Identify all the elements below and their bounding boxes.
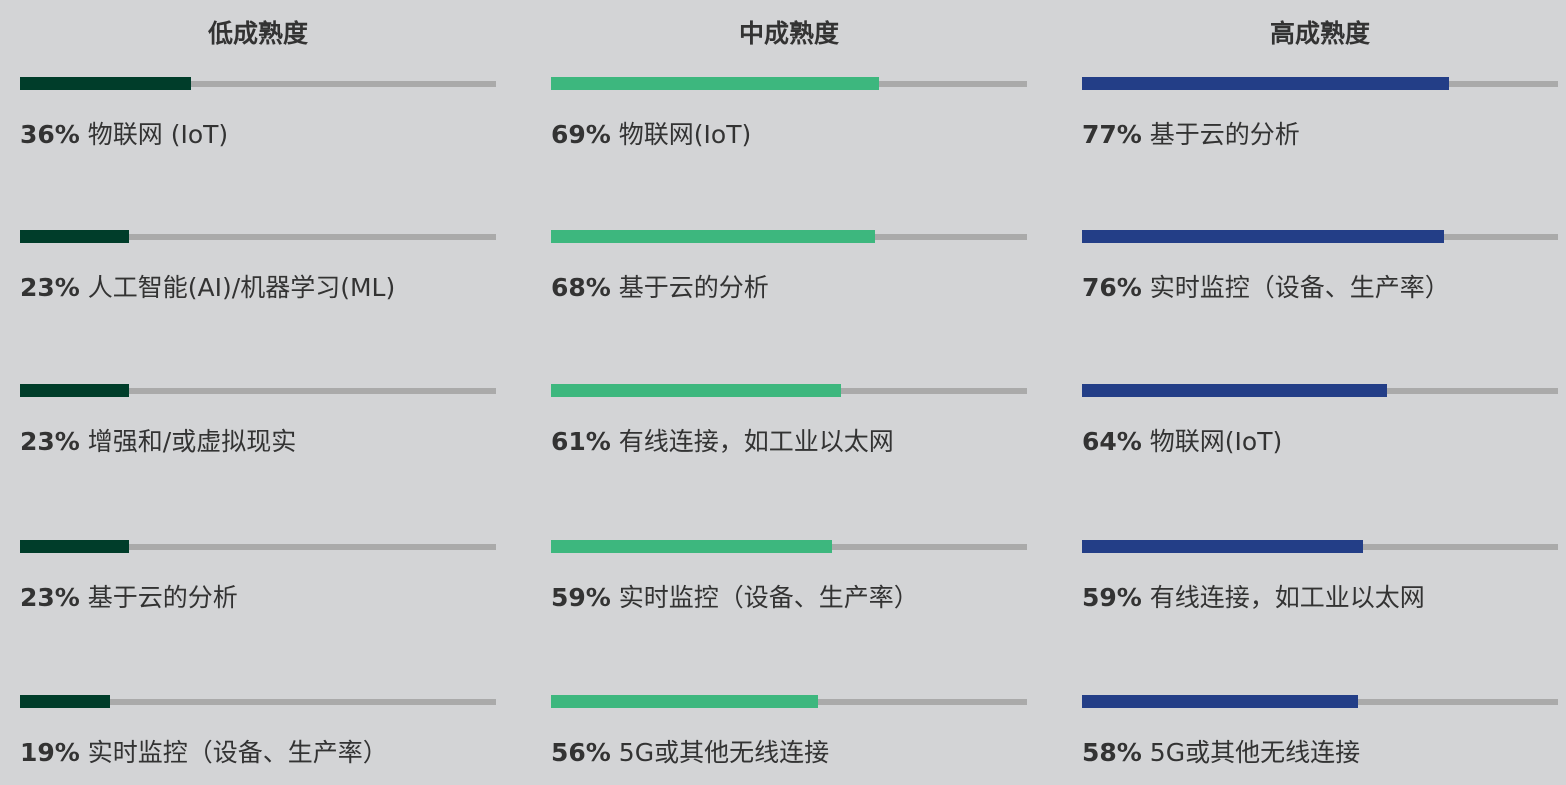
bar-percent: 23% bbox=[20, 583, 80, 612]
column-title: 中成熟度 bbox=[738, 19, 839, 48]
bar-fill bbox=[551, 695, 818, 708]
maturity-column: 高成熟度 77% 基于云的分析 76% 实时监控（设备、生产率） 64% 物联网(Io… bbox=[1082, 0, 1558, 775]
bar-fill bbox=[20, 384, 130, 397]
bar-label: 69% 物联网(IoT) bbox=[551, 115, 751, 151]
bar-label: 64% 物联网(IoT) bbox=[1082, 422, 1282, 458]
bar-row: 58% 5G或其他无线连接 bbox=[1082, 695, 1558, 785]
bar-label: 58% 5G或其他无线连接 bbox=[1082, 733, 1360, 769]
bar-label: 36% 物联网 (IoT) bbox=[20, 115, 228, 151]
bar-percent: 59% bbox=[551, 583, 611, 612]
bar-category: 实时监控（设备、生产率） bbox=[610, 583, 919, 612]
bar-fill bbox=[1082, 384, 1387, 397]
bar-fill bbox=[1082, 540, 1363, 553]
bar-percent: 61% bbox=[551, 427, 611, 456]
bar-percent: 58% bbox=[1082, 738, 1142, 767]
bar-category: 人工智能(AI)/机器学习(ML) bbox=[79, 273, 396, 302]
bar-category: 5G或其他无线连接 bbox=[610, 738, 830, 767]
bar-fill bbox=[1082, 695, 1359, 708]
bar-category: 增强和/或虚拟现实 bbox=[79, 427, 297, 456]
bar-category: 有线连接，如工业以太网 bbox=[610, 427, 894, 456]
bar-percent: 23% bbox=[20, 273, 80, 302]
column-title: 低成熟度 bbox=[207, 19, 308, 48]
bar-fill bbox=[20, 695, 111, 708]
bar-category: 基于云的分析 bbox=[79, 583, 238, 612]
bar-row: 19% 实时监控（设备、生产率） bbox=[20, 695, 496, 785]
bar-fill bbox=[551, 384, 842, 397]
bar-category: 物联网 (IoT) bbox=[79, 120, 229, 149]
bar-row: 36% 物联网 (IoT) bbox=[20, 77, 496, 167]
maturity-column: 中成熟度 69% 物联网(IoT) 68% 基于云的分析 61% 有线连接，如工业以太… bbox=[551, 0, 1027, 775]
bar-track bbox=[20, 699, 496, 705]
bar-percent: 76% bbox=[1082, 273, 1142, 302]
bar-label: 59% 实时监控（设备、生产率） bbox=[551, 578, 919, 614]
bar-label: 56% 5G或其他无线连接 bbox=[551, 733, 829, 769]
bar-fill bbox=[1082, 77, 1449, 90]
bar-row: 56% 5G或其他无线连接 bbox=[551, 695, 1027, 785]
bar-percent: 59% bbox=[1082, 583, 1142, 612]
bar-category: 5G或其他无线连接 bbox=[1141, 738, 1361, 767]
bar-track bbox=[20, 234, 496, 240]
bar-row: 59% 实时监控（设备、生产率） bbox=[551, 540, 1027, 630]
bar-track bbox=[20, 544, 496, 550]
bar-row: 23% 增强和/或虚拟现实 bbox=[20, 384, 496, 474]
bar-percent: 64% bbox=[1082, 427, 1142, 456]
bar-fill bbox=[20, 230, 130, 243]
bar-label: 19% 实时监控（设备、生产率） bbox=[20, 733, 388, 769]
bar-category: 基于云的分析 bbox=[610, 273, 769, 302]
bar-label: 76% 实时监控（设备、生产率） bbox=[1082, 268, 1450, 304]
bar-category: 实时监控（设备、生产率） bbox=[1141, 273, 1450, 302]
bar-label: 59% 有线连接，如工业以太网 bbox=[1082, 578, 1425, 614]
bar-fill bbox=[551, 230, 875, 243]
bar-row: 23% 基于云的分析 bbox=[20, 540, 496, 630]
bar-category: 物联网(IoT) bbox=[610, 120, 752, 149]
bar-label: 23% 增强和/或虚拟现实 bbox=[20, 422, 296, 458]
maturity-column: 低成熟度 36% 物联网 (IoT) 23% 人工智能(AI)/机器学习(ML) 23… bbox=[20, 0, 496, 775]
bar-row: 69% 物联网(IoT) bbox=[551, 77, 1027, 167]
bar-fill bbox=[20, 540, 130, 553]
bar-row: 68% 基于云的分析 bbox=[551, 230, 1027, 320]
bar-label: 77% 基于云的分析 bbox=[1082, 115, 1300, 151]
bar-track bbox=[20, 81, 496, 87]
bar-percent: 19% bbox=[20, 738, 80, 767]
bar-row: 61% 有线连接，如工业以太网 bbox=[551, 384, 1027, 474]
bar-row: 76% 实时监控（设备、生产率） bbox=[1082, 230, 1558, 320]
bar-category: 有线连接，如工业以太网 bbox=[1141, 583, 1425, 612]
bar-label: 61% 有线连接，如工业以太网 bbox=[551, 422, 894, 458]
bar-percent: 23% bbox=[20, 427, 80, 456]
bar-category: 基于云的分析 bbox=[1141, 120, 1300, 149]
bar-fill bbox=[551, 77, 880, 90]
bar-fill bbox=[1082, 230, 1444, 243]
bar-row: 59% 有线连接，如工业以太网 bbox=[1082, 540, 1558, 630]
bar-category: 实时监控（设备、生产率） bbox=[79, 738, 388, 767]
bar-row: 23% 人工智能(AI)/机器学习(ML) bbox=[20, 230, 496, 320]
bar-fill bbox=[20, 77, 192, 90]
bar-fill bbox=[551, 540, 832, 553]
bar-percent: 56% bbox=[551, 738, 611, 767]
bar-row: 64% 物联网(IoT) bbox=[1082, 384, 1558, 474]
bar-category: 物联网(IoT) bbox=[1141, 427, 1283, 456]
bar-label: 23% 基于云的分析 bbox=[20, 578, 238, 614]
column-title: 高成熟度 bbox=[1269, 19, 1370, 48]
bar-label: 23% 人工智能(AI)/机器学习(ML) bbox=[20, 268, 395, 304]
bar-percent: 69% bbox=[551, 120, 611, 149]
bar-percent: 36% bbox=[20, 120, 80, 149]
bar-percent: 68% bbox=[551, 273, 611, 302]
bar-track bbox=[20, 388, 496, 394]
bar-label: 68% 基于云的分析 bbox=[551, 268, 769, 304]
bar-row: 77% 基于云的分析 bbox=[1082, 77, 1558, 167]
bar-percent: 77% bbox=[1082, 120, 1142, 149]
